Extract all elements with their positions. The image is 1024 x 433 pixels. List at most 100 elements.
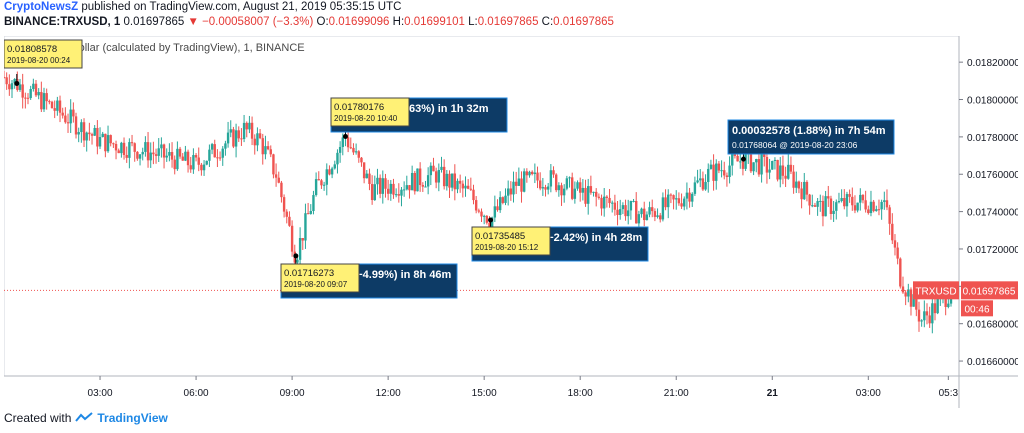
candle-body bbox=[875, 209, 878, 212]
candle-body bbox=[528, 171, 531, 176]
candle-body bbox=[466, 185, 470, 189]
candle-body bbox=[637, 214, 641, 224]
candle-body bbox=[867, 209, 870, 214]
candle-body bbox=[688, 192, 691, 202]
tradingview-brand[interactable]: TradingView bbox=[97, 411, 168, 425]
candle-body bbox=[181, 156, 184, 161]
candle-body bbox=[370, 183, 374, 201]
candle-body bbox=[450, 173, 454, 188]
candle-body bbox=[48, 101, 51, 103]
candle-body bbox=[560, 185, 563, 196]
candle-body bbox=[784, 175, 787, 179]
candle-body bbox=[394, 194, 398, 196]
candle-body bbox=[386, 188, 390, 194]
publish-info: published on TradingView.com, August 21,… bbox=[78, 1, 402, 13]
candle-body bbox=[120, 142, 123, 154]
candle-body bbox=[304, 213, 307, 241]
candle-body bbox=[840, 198, 843, 201]
candle-body bbox=[229, 129, 232, 133]
candle-body bbox=[144, 142, 147, 152]
candle-body bbox=[360, 157, 363, 163]
candle-body bbox=[482, 215, 486, 217]
x-tick-label: 05:3 bbox=[939, 388, 959, 399]
candle-body bbox=[50, 101, 54, 109]
candle-body bbox=[514, 181, 518, 186]
candle-body bbox=[104, 133, 107, 152]
candle-body bbox=[312, 195, 315, 212]
candle-body bbox=[709, 164, 713, 169]
candle-body bbox=[717, 163, 721, 171]
candle-body bbox=[56, 100, 59, 111]
candle-body bbox=[168, 152, 171, 156]
candle-body bbox=[909, 289, 913, 307]
candle-body bbox=[37, 92, 40, 96]
symbol-tag-label: TRXUSD bbox=[915, 286, 956, 297]
candle-body bbox=[872, 201, 875, 212]
candle-body bbox=[45, 93, 48, 102]
candle-body bbox=[58, 100, 62, 113]
plot-frame bbox=[3, 35, 960, 377]
low-value: 0.01697865 bbox=[477, 16, 539, 28]
candle-body bbox=[536, 172, 539, 181]
candle-body bbox=[691, 193, 694, 202]
candle-body bbox=[530, 171, 534, 175]
candle-body bbox=[306, 213, 310, 215]
x-tick-label: 03:00 bbox=[856, 388, 881, 399]
candle-body bbox=[437, 170, 441, 183]
candle-body bbox=[917, 309, 921, 322]
candle-body bbox=[226, 132, 230, 144]
created-with-label: Created with bbox=[4, 411, 72, 425]
candle-body bbox=[261, 138, 264, 155]
candle-body bbox=[314, 179, 318, 196]
candle-body bbox=[408, 185, 411, 191]
candle-body bbox=[224, 143, 227, 149]
candle-body bbox=[861, 194, 865, 201]
candle-body bbox=[130, 142, 134, 144]
change-arrow-icon: ▼ bbox=[187, 16, 199, 28]
candle-body bbox=[440, 166, 443, 171]
candle-body bbox=[613, 202, 617, 210]
annotation-price-box bbox=[471, 226, 551, 256]
candle-body bbox=[357, 151, 360, 158]
candle-body bbox=[496, 206, 499, 211]
x-tick-label: 18:00 bbox=[568, 388, 593, 399]
candle-body bbox=[936, 298, 939, 314]
candle-body bbox=[677, 198, 681, 204]
price-chart[interactable]: 0.01820000 0.01800000 0.01780000 0.01760000… bbox=[2, 35, 1020, 408]
candle-body bbox=[803, 181, 806, 200]
candle-body bbox=[101, 133, 104, 138]
candle-body bbox=[811, 205, 814, 207]
candle-body bbox=[808, 194, 811, 206]
candle-body bbox=[707, 168, 710, 182]
chart-svg[interactable]: 0.01820000 0.01800000 0.01780000 0.01760000… bbox=[2, 35, 1020, 408]
candle-body bbox=[813, 205, 817, 207]
brand-name[interactable]: CryptoNewsZ bbox=[4, 1, 79, 13]
candle-body bbox=[469, 188, 473, 190]
candle-body bbox=[248, 122, 251, 130]
candle-body bbox=[579, 182, 582, 193]
annotation-price: 0.01808578 bbox=[7, 44, 57, 55]
candle-body bbox=[899, 258, 902, 287]
candle-body bbox=[525, 171, 529, 176]
candle-body bbox=[683, 198, 686, 207]
candle-body bbox=[805, 181, 809, 195]
candle-body bbox=[266, 146, 270, 150]
candle-body bbox=[562, 188, 566, 196]
candle-body bbox=[477, 210, 481, 212]
candle-body bbox=[512, 181, 515, 195]
candle-body bbox=[288, 216, 291, 226]
candle-body bbox=[445, 173, 449, 187]
candle-body bbox=[258, 133, 262, 139]
candle-body bbox=[221, 148, 224, 158]
candle-body bbox=[432, 165, 435, 172]
candle-body bbox=[410, 172, 414, 191]
series-legend: TRON / US Dollar (calculated by TradingV… bbox=[12, 42, 305, 54]
candle-body bbox=[328, 169, 331, 175]
candle-body bbox=[82, 122, 86, 141]
candle-body bbox=[549, 170, 553, 187]
candle-body bbox=[21, 84, 24, 98]
candle-body bbox=[421, 185, 425, 187]
candle-body bbox=[152, 152, 155, 155]
candle-body bbox=[32, 83, 35, 89]
candle-body bbox=[765, 156, 769, 173]
